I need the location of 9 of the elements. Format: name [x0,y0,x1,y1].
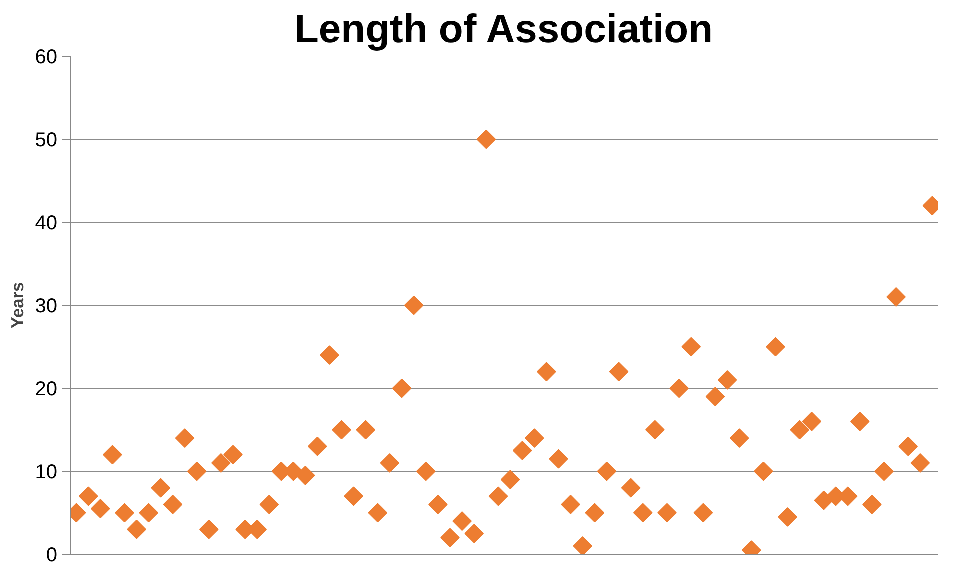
y-tick-label: 60 [35,46,58,68]
y-axis-title: Years [7,282,28,329]
y-tick-label: 10 [35,462,58,484]
chart-title: Length of Association [294,8,714,52]
y-tick-label: 50 [35,130,58,152]
y-tick-label: 40 [35,212,58,234]
y-tick-label: 20 [35,378,58,400]
y-tick-label: 0 [46,544,58,566]
y-tick-label: 30 [35,296,58,318]
